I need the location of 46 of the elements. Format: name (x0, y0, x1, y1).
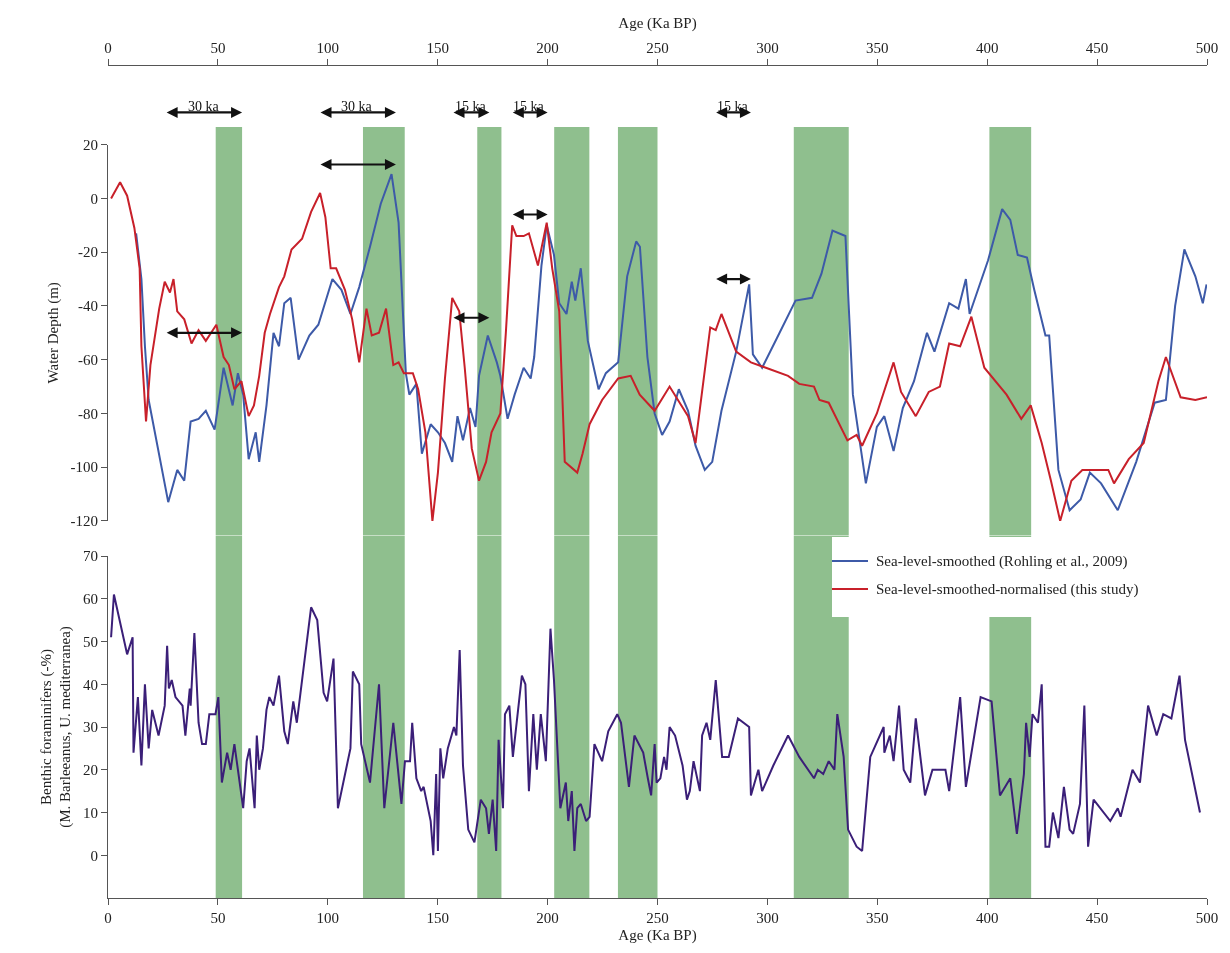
x-tick-label: 150 (426, 910, 449, 926)
x-tick-label: 350 (866, 910, 889, 926)
x-tick-label: 200 (536, 40, 559, 56)
y-tick-label: 60 (83, 591, 98, 607)
x-tick-label: 400 (975, 40, 999, 56)
x-tick-label: 50 (210, 40, 226, 56)
x-tick-label: 100 (316, 910, 340, 926)
x-axis-title: Age (Ka BP) (618, 15, 697, 33)
legend-label: Sea-level-smoothed (Rohling et al., 2009) (876, 552, 1128, 570)
y-tick-label: 70 (83, 548, 98, 565)
x-tick-label: 200 (536, 910, 559, 926)
x-tick-label: 250 (646, 910, 669, 926)
y-tick-label: -80 (78, 405, 98, 422)
y-axis-title: Benthic foraminifers (-%) (M. Barleeanus, U. mediterranea) (37, 626, 75, 828)
y-tick-label: 0 (90, 190, 98, 207)
y-tick-label: 10 (83, 804, 98, 821)
y-tick-label: 20 (83, 136, 98, 153)
x-tick-label: 0 (104, 910, 112, 926)
legend-label: Sea-level-smoothed-normalised (this study) (876, 580, 1139, 598)
text: 30 ka (341, 99, 373, 114)
y-tick-label: 0 (90, 847, 98, 864)
x-tick-label: 350 (866, 40, 889, 56)
y-tick-label: -60 (78, 351, 98, 368)
y-tick-label: -20 (78, 244, 98, 261)
y-tick-label: 40 (83, 676, 98, 693)
x-tick-label: 50 (210, 910, 226, 926)
x-tick-label: 300 (756, 910, 779, 926)
x-tick-label: 450 (1085, 40, 1109, 56)
y-axis-title: Water Depth (m) (44, 282, 62, 384)
y-tick-label: 30 (83, 719, 98, 736)
x-tick-label: 0 (104, 40, 112, 56)
y-tick-label: 20 (83, 762, 98, 778)
x-axis-title: Age (Ka BP) (618, 927, 697, 944)
x-tick-label: 450 (1085, 910, 1109, 926)
x-tick-label: 100 (316, 40, 340, 56)
y-tick-label: -40 (78, 298, 98, 315)
x-tick-label: 500 (1195, 40, 1219, 56)
y-tick-label: -120 (70, 513, 98, 530)
x-tick-label: 250 (646, 40, 669, 56)
x-tick-label: 500 (1195, 910, 1219, 926)
x-tick-label: 300 (756, 40, 779, 56)
x-tick-label: 150 (426, 40, 449, 56)
y-tick-label: -100 (70, 459, 98, 476)
x-tick-label: 400 (975, 910, 999, 926)
y-tick-label: 50 (83, 633, 98, 650)
text: 30 ka (188, 99, 220, 114)
